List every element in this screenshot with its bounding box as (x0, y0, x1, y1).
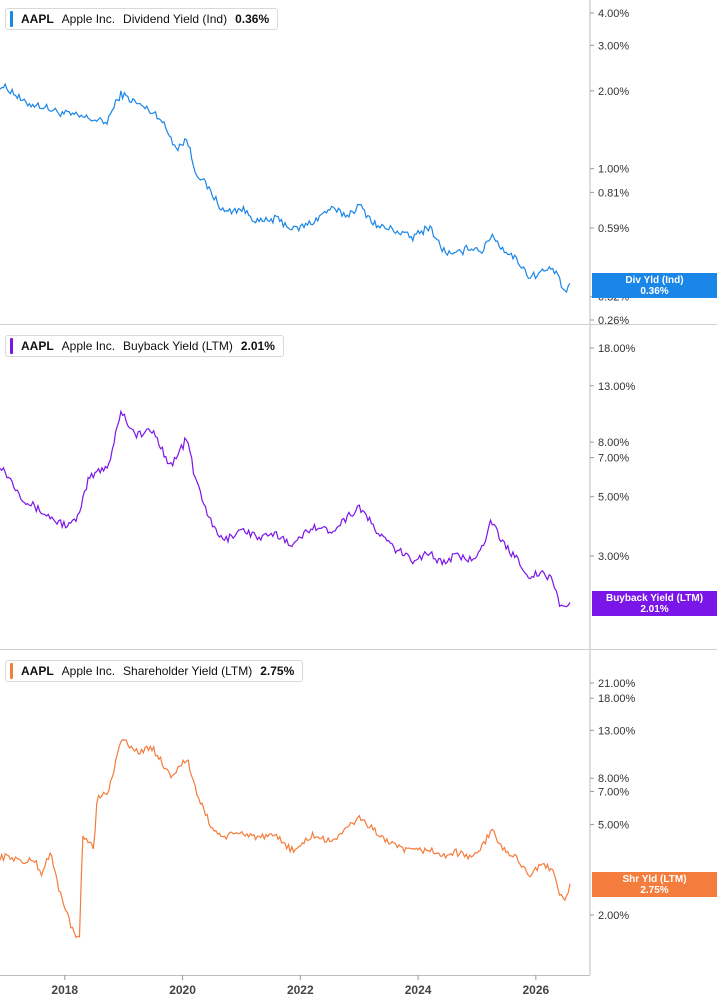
last-value-tag-buyback: Buyback Yield (LTM) 2.01% (592, 591, 717, 616)
y-tick-label: 0.26% (598, 315, 629, 327)
legend-company: Apple Inc. (61, 12, 116, 26)
y-tick-label: 3.00% (598, 40, 629, 52)
legend-value: 0.36% (235, 12, 270, 26)
legend-metric: Dividend Yield (Ind) (123, 12, 228, 26)
legend-shareholder-yield[interactable]: AAPL Apple Inc. Shareholder Yield (LTM) … (5, 660, 304, 682)
shareholder-yield-line (0, 738, 571, 939)
last-value-tag-dividend: Div Yld (Ind) 0.36% (592, 273, 717, 298)
y-tick-label: 8.00% (598, 437, 629, 449)
series-color-swatch (10, 663, 13, 679)
y-axis-ticks: 4.00%3.00%2.00%1.00%0.81%0.59%0.32%0.26%… (590, 8, 636, 922)
x-tick-label: 2022 (287, 983, 314, 997)
y-tick-label: 5.00% (598, 820, 629, 832)
y-tick-label: 7.00% (598, 786, 629, 798)
dividend-yield-line (0, 82, 571, 294)
y-tick-label: 1.00% (598, 164, 629, 176)
x-axis: 2018 2020 2022 2024 2026 (51, 975, 550, 997)
y-tick-label: 8.00% (598, 773, 629, 785)
x-tick-label: 2020 (169, 983, 196, 997)
last-value-tag-shareholder: Shr Yld (LTM) 2.75% (592, 872, 717, 897)
x-tick-label: 2018 (51, 983, 78, 997)
series-color-swatch (10, 11, 13, 27)
y-tick-label: 13.00% (598, 725, 636, 737)
legend-ticker: AAPL (21, 12, 54, 26)
panel-dividers (0, 0, 717, 976)
legend-buyback-yield[interactable]: AAPL Apple Inc. Buyback Yield (LTM) 2.01… (5, 335, 284, 357)
y-tick-label: 0.81% (598, 187, 629, 199)
buyback-yield-line (0, 409, 571, 608)
x-tick-label: 2024 (405, 983, 432, 997)
y-tick-label: 21.00% (598, 678, 636, 690)
y-tick-label: 5.00% (598, 492, 629, 504)
y-tick-label: 18.00% (598, 693, 636, 705)
y-tick-label: 4.00% (598, 8, 629, 20)
legend-company: Apple Inc. (61, 339, 116, 353)
tag-label: Div Yld (Ind) (625, 274, 684, 286)
legend-ticker: AAPL (21, 664, 54, 678)
tag-value: 0.36% (640, 285, 669, 297)
y-tick-label: 13.00% (598, 381, 636, 393)
tag-value: 2.75% (640, 884, 669, 896)
tag-label: Buyback Yield (LTM) (605, 592, 704, 604)
y-tick-label: 18.00% (598, 343, 636, 355)
series-color-swatch (10, 338, 13, 354)
legend-dividend-yield[interactable]: AAPL Apple Inc. Dividend Yield (Ind) 0.3… (5, 8, 279, 30)
legend-metric: Buyback Yield (LTM) (123, 339, 233, 353)
legend-ticker: AAPL (21, 339, 54, 353)
x-tick-label: 2026 (522, 983, 549, 997)
y-tick-label: 2.00% (598, 910, 629, 922)
y-tick-label: 2.00% (598, 86, 629, 98)
legend-company: Apple Inc. (61, 664, 116, 678)
legend-value: 2.75% (260, 664, 295, 678)
y-tick-label: 0.59% (598, 223, 629, 235)
legend-value: 2.01% (240, 339, 275, 353)
y-tick-label: 7.00% (598, 453, 629, 465)
legend-metric: Shareholder Yield (LTM) (123, 664, 253, 678)
y-tick-label: 3.00% (598, 551, 629, 563)
tag-label: Shr Yld (LTM) (622, 873, 687, 885)
series-lines (0, 82, 571, 939)
tag-value: 2.01% (640, 603, 669, 615)
